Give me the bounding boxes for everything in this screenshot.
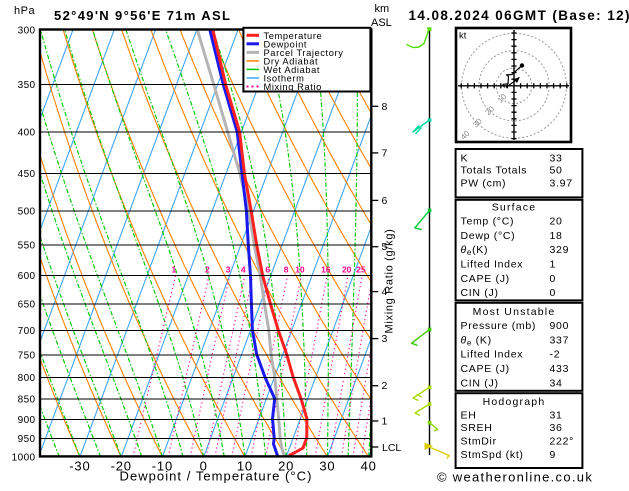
svg-text:7: 7 <box>382 147 388 159</box>
svg-text:33: 33 <box>550 153 563 165</box>
svg-text:433: 433 <box>550 363 570 375</box>
svg-text:9: 9 <box>550 449 557 461</box>
svg-text:650: 650 <box>18 300 36 311</box>
svg-text:1: 1 <box>382 416 388 428</box>
svg-text:50: 50 <box>550 165 563 177</box>
svg-text:8: 8 <box>382 101 388 113</box>
svg-text:SREH: SREH <box>461 422 493 434</box>
svg-text:2: 2 <box>205 264 210 274</box>
svg-text:StmSpd (kt): StmSpd (kt) <box>461 449 524 461</box>
svg-text:6: 6 <box>265 264 270 274</box>
svg-text:Mixing Ratio: Mixing Ratio <box>264 82 322 92</box>
svg-text:31: 31 <box>550 410 563 422</box>
svg-text:6: 6 <box>382 195 388 207</box>
svg-text:337: 337 <box>550 334 570 346</box>
svg-text:850: 850 <box>18 395 36 406</box>
svg-text:CAPE (J): CAPE (J) <box>461 273 510 285</box>
svg-text:Hodograph: Hodograph <box>483 396 546 408</box>
svg-text:34: 34 <box>550 377 563 389</box>
svg-text:20: 20 <box>550 216 563 228</box>
svg-text:40: 40 <box>361 459 377 474</box>
svg-text:hPa: hPa <box>14 5 35 17</box>
svg-text:LCL: LCL <box>382 442 401 454</box>
svg-text:θe (K): θe (K) <box>461 334 492 347</box>
svg-text:1: 1 <box>550 259 557 271</box>
svg-text:ASL: ASL <box>371 17 392 29</box>
svg-text:900: 900 <box>18 415 36 426</box>
svg-text:4: 4 <box>241 264 246 274</box>
svg-text:20: 20 <box>342 264 352 274</box>
svg-text:Temp (°C): Temp (°C) <box>461 216 515 228</box>
svg-text:400: 400 <box>18 128 36 139</box>
svg-text:450: 450 <box>18 169 36 180</box>
svg-text:© weatheronline.co.uk: © weatheronline.co.uk <box>437 470 593 485</box>
svg-text:550: 550 <box>18 240 36 251</box>
svg-text:Dewp (°C): Dewp (°C) <box>461 230 516 242</box>
svg-text:kt: kt <box>459 31 467 42</box>
svg-text:52°49'N 9°56'E 71m ASL: 52°49'N 9°56'E 71m ASL <box>54 8 231 23</box>
svg-text:500: 500 <box>18 207 36 218</box>
svg-text:0: 0 <box>550 273 557 285</box>
svg-text:3.97: 3.97 <box>550 178 573 190</box>
svg-text:CAPE (J): CAPE (J) <box>461 363 510 375</box>
svg-text:3: 3 <box>226 264 231 274</box>
svg-text:2: 2 <box>382 380 388 392</box>
svg-text:Totals Totals: Totals Totals <box>461 165 528 177</box>
svg-text:30: 30 <box>319 459 335 474</box>
svg-text:329: 329 <box>550 244 570 256</box>
svg-text:750: 750 <box>18 350 36 361</box>
svg-text:Lifted Index: Lifted Index <box>461 349 524 361</box>
svg-text:1: 1 <box>172 264 177 274</box>
svg-text:14.08.2024 06GMT (Base: 12): 14.08.2024 06GMT (Base: 12) <box>409 8 629 23</box>
svg-text:Mixing Ratio (g/kg): Mixing Ratio (g/kg) <box>384 229 396 334</box>
svg-text:36: 36 <box>550 422 563 434</box>
svg-text:θe(K): θe(K) <box>461 244 489 257</box>
svg-text:CIN (J): CIN (J) <box>461 287 499 299</box>
svg-text:25: 25 <box>356 264 366 274</box>
svg-text:222°: 222° <box>550 436 575 448</box>
svg-text:Pressure (mb): Pressure (mb) <box>461 320 537 332</box>
svg-text:Lifted Index: Lifted Index <box>461 259 524 271</box>
svg-text:Most Unstable: Most Unstable <box>473 306 556 318</box>
svg-text:EH: EH <box>461 410 477 422</box>
svg-text:K: K <box>461 153 469 165</box>
svg-text:800: 800 <box>18 373 36 384</box>
svg-text:-30: -30 <box>69 459 90 474</box>
svg-text:18: 18 <box>550 230 563 242</box>
svg-text:300: 300 <box>18 26 36 37</box>
svg-text:3: 3 <box>382 333 388 345</box>
svg-text:-2: -2 <box>550 349 561 361</box>
svg-text:CIN (J): CIN (J) <box>461 377 499 389</box>
svg-text:StmDir: StmDir <box>461 436 497 448</box>
svg-text:1000: 1000 <box>12 452 36 463</box>
svg-text:700: 700 <box>18 326 36 337</box>
svg-text:0: 0 <box>550 287 557 299</box>
svg-text:600: 600 <box>18 271 36 282</box>
svg-text:PW (cm): PW (cm) <box>461 178 507 190</box>
svg-text:950: 950 <box>18 434 36 445</box>
svg-text:900: 900 <box>550 320 570 332</box>
svg-text:10: 10 <box>295 264 305 274</box>
svg-text:8: 8 <box>284 264 289 274</box>
svg-text:Surface: Surface <box>492 201 537 213</box>
svg-text:16: 16 <box>321 264 331 274</box>
svg-text:km: km <box>375 3 390 15</box>
svg-text:Dewpoint / Temperature (°C): Dewpoint / Temperature (°C) <box>120 469 313 484</box>
svg-text:350: 350 <box>18 80 36 91</box>
